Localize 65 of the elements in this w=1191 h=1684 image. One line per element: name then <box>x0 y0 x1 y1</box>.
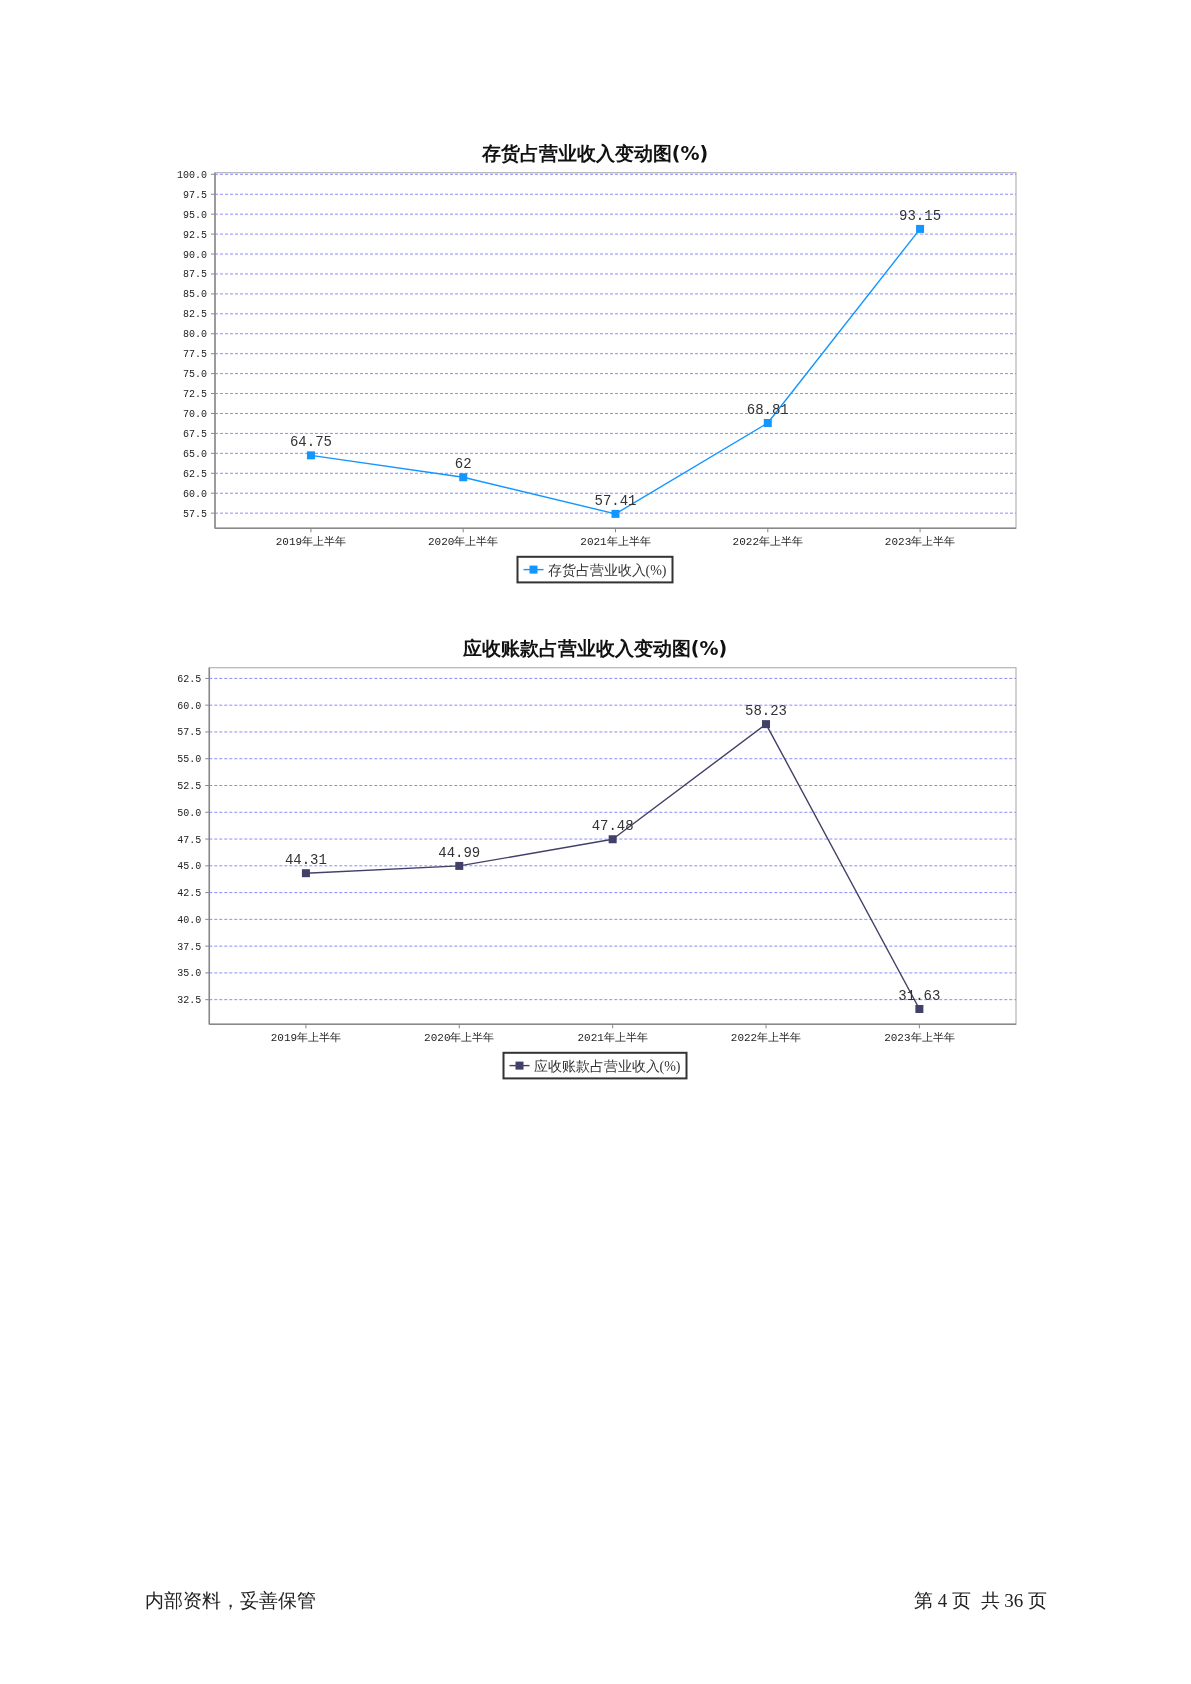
point <box>916 224 925 233</box>
y-tick-label: 37.5 <box>177 941 202 953</box>
y-tick-label: 42.5 <box>177 888 202 900</box>
y-tick-label: 55.0 <box>177 754 202 766</box>
x-tick-label: 2022年上半年 <box>732 535 803 549</box>
y-tick-label: 85.0 <box>182 289 207 301</box>
x-tick-label: 2019年上半年 <box>275 535 347 549</box>
text: 第 4 页 共 36 页 <box>914 1590 1047 1611</box>
y-tick-label: 45.0 <box>177 861 202 873</box>
data-label: 44.99 <box>438 844 481 861</box>
point <box>762 720 771 729</box>
y-tick-label: 57.5 <box>177 727 202 739</box>
point <box>763 418 772 427</box>
y-tick-label: 72.5 <box>182 389 207 401</box>
y-tick-label: 82.5 <box>182 309 207 321</box>
y-tick-label: 90.0 <box>182 249 207 261</box>
legend-label: 存货占营业收入(%) <box>547 562 667 579</box>
point <box>455 861 464 870</box>
x-tick-label: 2023年上半年 <box>884 535 956 549</box>
x-tick-label: 2020年上半年 <box>424 1031 495 1045</box>
y-tick-label: 100.0 <box>176 169 207 181</box>
chart-title: 存货占营业收入变动图(%) <box>480 142 709 164</box>
y-tick-label: 62.5 <box>177 673 202 685</box>
x-tick-label: 2020年上半年 <box>428 535 499 549</box>
y-tick-label: 70.0 <box>182 408 207 420</box>
y-tick-label: 35.0 <box>177 968 202 980</box>
data-label: 64.75 <box>289 434 332 451</box>
y-tick-label: 47.5 <box>177 834 202 846</box>
point <box>306 451 315 460</box>
data-label: 57.41 <box>594 492 637 509</box>
x-tick-label: 2021年上半年 <box>580 535 651 549</box>
y-tick-label: 77.5 <box>182 349 207 361</box>
y-tick-label: 87.5 <box>182 269 207 281</box>
data-label: 62 <box>454 456 472 473</box>
y-tick-label: 60.0 <box>182 488 207 500</box>
text: 内部资料，妥善保管 <box>145 1590 316 1611</box>
y-tick-label: 80.0 <box>182 329 207 341</box>
y-tick-label: 57.5 <box>182 508 207 520</box>
y-tick-label: 95.0 <box>182 209 207 221</box>
y-tick-label: 62.5 <box>182 468 207 480</box>
y-tick-label: 97.5 <box>182 189 207 201</box>
x-tick-label: 2023年上半年 <box>884 1031 955 1045</box>
y-tick-label: 60.0 <box>177 700 202 712</box>
data-label: 44.31 <box>284 852 327 869</box>
y-tick-label: 40.0 <box>177 914 202 926</box>
legend-label: 应收账款占营业收入(%) <box>533 1058 681 1075</box>
data-label: 58.23 <box>745 703 788 720</box>
chart-title: 应收账款占营业收入变动图(%) <box>461 637 728 659</box>
point <box>915 1004 924 1013</box>
y-tick-label: 75.0 <box>182 369 207 381</box>
y-tick-label: 92.5 <box>182 229 207 241</box>
point <box>611 509 620 518</box>
y-tick-label: 52.5 <box>177 781 202 792</box>
data-label: 93.15 <box>899 207 942 224</box>
x-tick-label: 2022年上半年 <box>730 1031 802 1045</box>
data-label: 47.48 <box>591 818 634 835</box>
y-tick-label: 50.0 <box>177 807 202 819</box>
point <box>301 869 310 878</box>
y-tick-label: 65.0 <box>182 448 207 460</box>
y-tick-label: 32.5 <box>177 995 202 1007</box>
point <box>608 835 617 844</box>
x-tick-label: 2021年上半年 <box>577 1031 648 1045</box>
point <box>459 473 468 482</box>
y-tick-label: 67.5 <box>182 428 207 440</box>
x-tick-label: 2019年上半年 <box>270 1031 342 1045</box>
